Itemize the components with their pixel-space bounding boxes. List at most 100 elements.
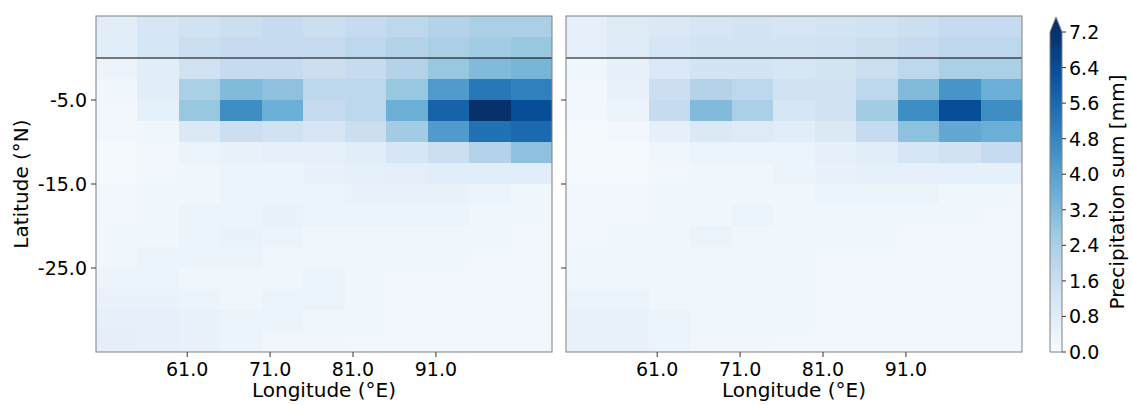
cell	[856, 310, 898, 332]
colorbar-strip	[1050, 188, 1062, 193]
cell	[386, 121, 428, 143]
cell	[649, 205, 691, 227]
cell	[386, 100, 428, 122]
cell	[220, 184, 262, 206]
cell	[566, 184, 608, 206]
colorbar-tick	[1062, 103, 1066, 104]
colorbar-strip	[1050, 236, 1062, 241]
cell	[649, 163, 691, 185]
cell	[137, 163, 179, 185]
cell	[469, 331, 511, 352]
cell	[179, 268, 221, 290]
cell	[262, 142, 304, 164]
cell	[345, 16, 387, 38]
cell	[856, 331, 898, 352]
cell	[649, 331, 691, 352]
x-tick-label: 91.0	[415, 358, 457, 380]
cell	[179, 310, 221, 332]
cell	[939, 247, 981, 269]
colorbar-strip	[1050, 232, 1062, 237]
cell	[220, 79, 262, 101]
cell	[220, 121, 262, 143]
cell	[179, 16, 221, 38]
cell	[607, 331, 649, 352]
cell	[690, 58, 732, 80]
cell	[856, 37, 898, 59]
cell	[981, 121, 1022, 143]
cell	[345, 100, 387, 122]
cell	[179, 37, 221, 59]
cell	[981, 16, 1022, 38]
colorbar-strip	[1050, 288, 1062, 293]
colorbar-strip	[1050, 72, 1062, 77]
cell	[690, 226, 732, 248]
x-tick-label: 61.0	[166, 358, 208, 380]
cell	[428, 163, 470, 185]
cell	[939, 121, 981, 143]
cell	[773, 226, 815, 248]
colorbar-strip	[1050, 40, 1062, 45]
colorbar-strip	[1050, 212, 1062, 217]
cell	[262, 100, 304, 122]
cell	[649, 184, 691, 206]
cell	[815, 79, 857, 101]
cell	[345, 58, 387, 80]
cell	[220, 310, 262, 332]
cell	[981, 184, 1022, 206]
colorbar-tick-label: 4.8	[1069, 128, 1099, 150]
colorbar-title: Precipitation sum [mm]	[1105, 75, 1129, 310]
cell	[856, 121, 898, 143]
cell	[815, 16, 857, 38]
cell	[566, 310, 608, 332]
cell	[469, 310, 511, 332]
cell	[428, 184, 470, 206]
cell	[773, 163, 815, 185]
colorbar-strip	[1050, 124, 1062, 129]
colorbar-strip	[1050, 248, 1062, 253]
cell	[386, 79, 428, 101]
cell	[607, 205, 649, 227]
cell	[262, 331, 304, 352]
colorbar-strip	[1050, 228, 1062, 233]
cell	[428, 247, 470, 269]
cell	[690, 331, 732, 352]
x-tick	[187, 352, 188, 357]
cell	[511, 16, 552, 38]
y-tick	[561, 184, 566, 185]
cell	[303, 79, 345, 101]
cell	[303, 37, 345, 59]
cell	[732, 163, 774, 185]
cell	[649, 37, 691, 59]
cell	[898, 142, 940, 164]
cell	[898, 205, 940, 227]
cell	[137, 226, 179, 248]
cell	[566, 79, 608, 101]
colorbar-strip	[1050, 52, 1062, 57]
cell	[137, 58, 179, 80]
colorbar-strip	[1050, 36, 1062, 41]
cell	[386, 184, 428, 206]
cell	[939, 289, 981, 311]
cell	[981, 226, 1022, 248]
cell	[220, 142, 262, 164]
cell	[220, 289, 262, 311]
cell	[981, 331, 1022, 352]
cell	[469, 289, 511, 311]
cell	[179, 142, 221, 164]
cell	[96, 310, 138, 332]
cell	[262, 226, 304, 248]
cell	[220, 268, 262, 290]
y-tick	[561, 268, 566, 269]
cell	[732, 205, 774, 227]
cell	[137, 37, 179, 59]
cell	[511, 121, 552, 143]
cell	[939, 100, 981, 122]
cell	[939, 79, 981, 101]
x-tick	[823, 352, 824, 357]
cell	[773, 331, 815, 352]
colorbar-tick	[1062, 316, 1066, 317]
colorbar-strip	[1050, 116, 1062, 121]
cells	[566, 16, 1022, 352]
colorbar-strip	[1050, 156, 1062, 161]
cell	[428, 100, 470, 122]
